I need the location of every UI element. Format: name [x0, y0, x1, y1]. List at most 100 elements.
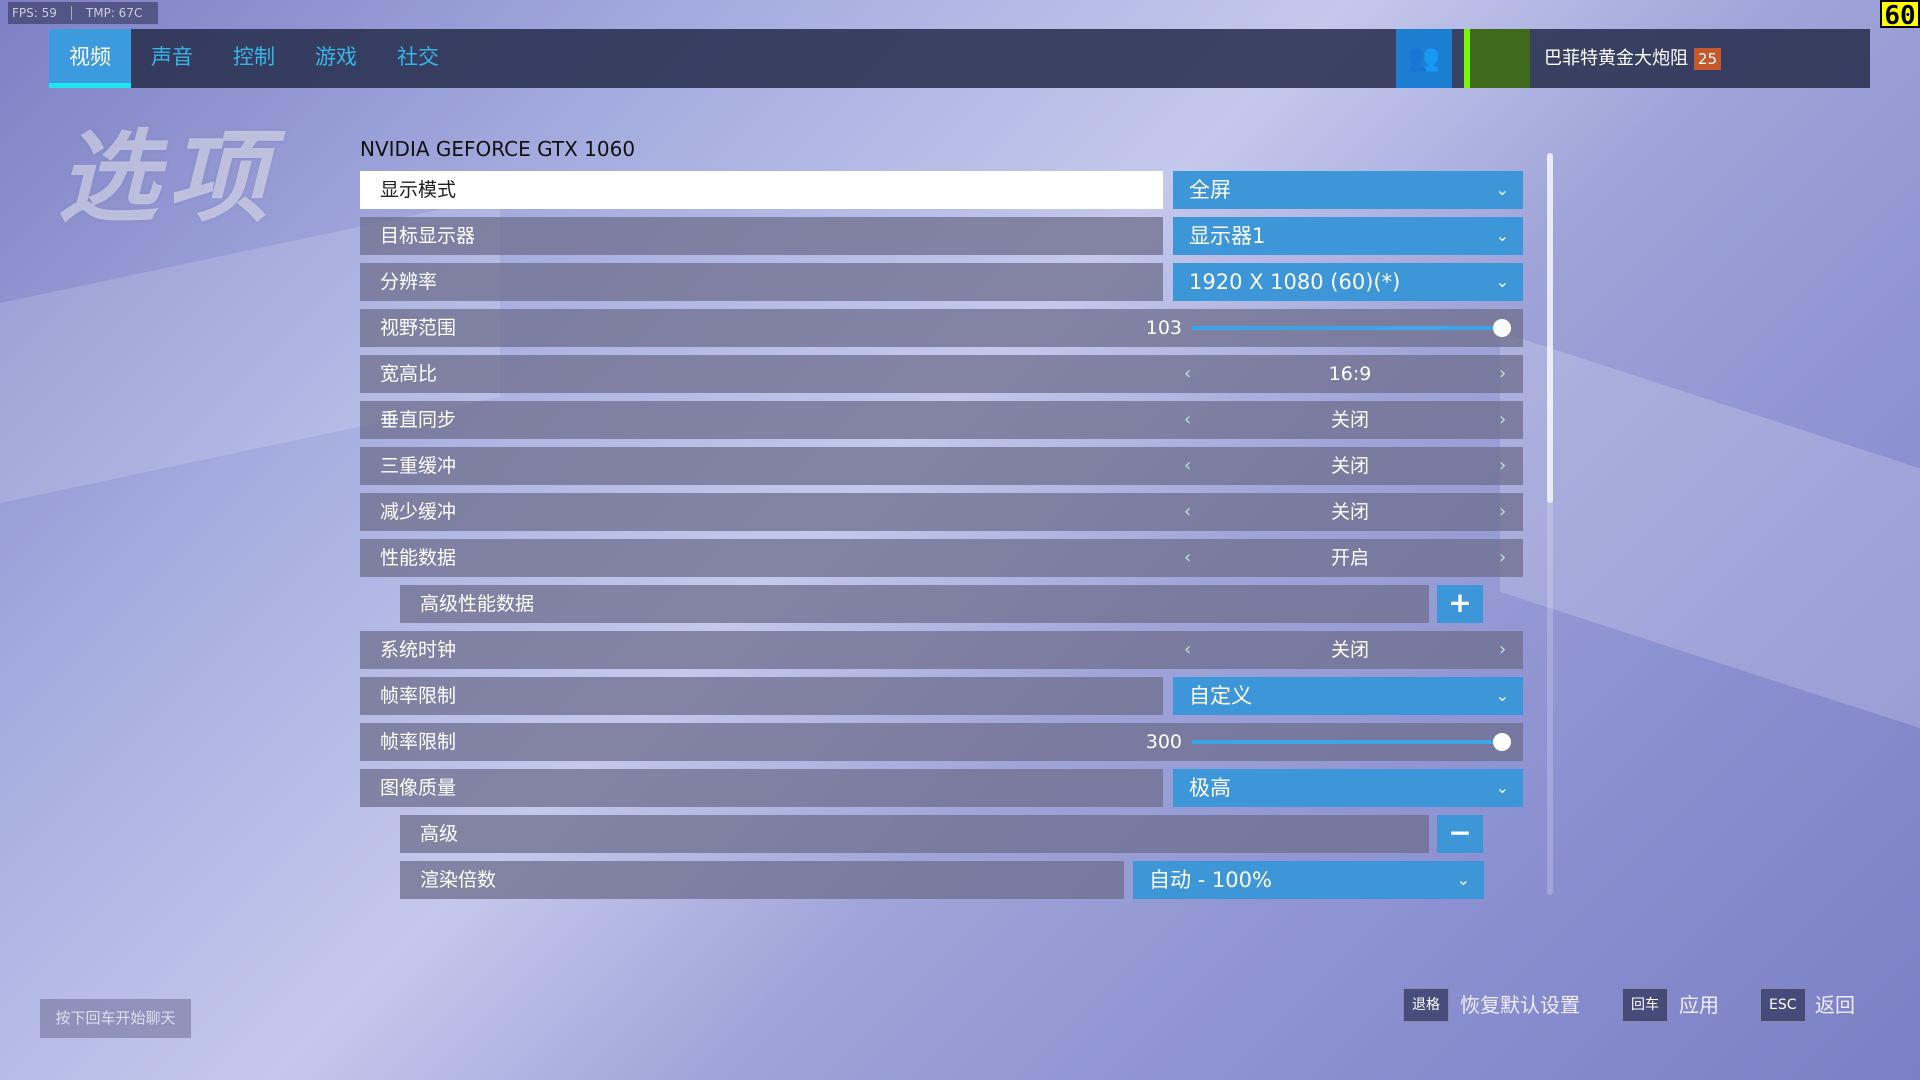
setting-dropdown[interactable]: 1920 X 1080 (60)(*) ⌄ [1173, 263, 1523, 301]
scrollbar-thumb[interactable] [1547, 153, 1553, 503]
fps-readout: FPS: 59 [12, 6, 57, 20]
setting-dropdown[interactable]: 自定义 ⌄ [1173, 677, 1523, 715]
setting-row[interactable]: 分辨率 1920 X 1080 (60)(*) ⌄ [360, 263, 1523, 301]
chevron-right-icon[interactable]: › [1499, 455, 1507, 476]
dropdown-value: 极高 [1189, 776, 1231, 800]
setting-row[interactable]: 垂直同步 ‹ 关闭 › [360, 401, 1523, 439]
toggle-value: 关闭 [1330, 639, 1369, 661]
setting-label: 高级性能数据 [400, 585, 1429, 623]
setting-dropdown[interactable]: 极高 ⌄ [1173, 769, 1523, 807]
slider-track[interactable] [1192, 740, 1502, 744]
tab-2[interactable]: 控制 [233, 45, 275, 69]
chevron-right-icon[interactable]: › [1499, 547, 1507, 568]
player-name: 巴菲特黄金大炮阻 [1544, 48, 1688, 69]
chevron-right-icon[interactable]: › [1499, 639, 1507, 660]
setting-label: 目标显示器 [360, 217, 1163, 255]
chevron-right-icon[interactable]: › [1499, 363, 1507, 384]
chevron-right-icon[interactable]: › [1499, 501, 1507, 522]
setting-row[interactable]: 三重缓冲 ‹ 关闭 › [360, 447, 1523, 485]
page-title: 选项 [58, 119, 278, 236]
level-badge: 25 [1694, 48, 1722, 70]
tab-1[interactable]: 声音 [151, 45, 193, 69]
toggle-value: 16:9 [1328, 363, 1372, 385]
chat-hint[interactable]: 按下回车开始聊天 [40, 999, 191, 1038]
toggle-value: 关闭 [1330, 455, 1369, 477]
chevron-down-icon: ⌄ [1495, 226, 1509, 245]
expand-plus-icon[interactable]: + [1437, 585, 1483, 623]
setting-dropdown[interactable]: 全屏 ⌄ [1173, 171, 1523, 209]
group-add-icon: 👥 [1407, 43, 1441, 73]
chevron-right-icon[interactable]: › [1499, 409, 1507, 430]
restore-defaults-button[interactable]: 恢复默认设置 [1460, 993, 1580, 1017]
setting-dropdown[interactable]: 显示器1 ⌄ [1173, 217, 1523, 255]
setting-label: 图像质量 [360, 769, 1163, 807]
dropdown-value: 显示器1 [1189, 224, 1266, 248]
setting-label: 宽高比 [360, 355, 1523, 393]
dropdown-value: 1920 X 1080 (60)(*) [1189, 270, 1401, 294]
apply-button[interactable]: 应用 [1679, 993, 1719, 1017]
social-button[interactable]: 👥 [1396, 29, 1452, 88]
setting-label: 高级 [400, 815, 1429, 853]
setting-label: 渲染倍数 [400, 861, 1124, 899]
setting-row[interactable]: 帧率限制 自定义 ⌄ [360, 677, 1523, 715]
scrollbar-track[interactable] [1547, 153, 1553, 895]
chevron-down-icon: ⌄ [1495, 778, 1509, 797]
slider-value: 300 [1145, 731, 1182, 753]
avatar[interactable] [1464, 29, 1530, 88]
chevron-left-icon[interactable]: ‹ [1184, 639, 1192, 660]
chevron-left-icon[interactable]: ‹ [1184, 547, 1192, 568]
toggle-value: 关闭 [1330, 409, 1369, 431]
setting-row[interactable]: 视野范围 103 [360, 309, 1523, 347]
tab-3[interactable]: 游戏 [315, 45, 357, 69]
setting-label: 帧率限制 [360, 677, 1163, 715]
setting-label: 垂直同步 [360, 401, 1523, 439]
slider-value: 103 [1145, 317, 1182, 339]
toggle-value: 关闭 [1330, 501, 1369, 523]
setting-row[interactable]: 渲染倍数 自动 - 100% ⌄ [400, 861, 1523, 899]
setting-dropdown[interactable]: 自动 - 100% ⌄ [1133, 861, 1484, 899]
slider-track[interactable] [1192, 326, 1502, 330]
player-name-area[interactable]: 巴菲特黄金大炮阻 25 [1544, 29, 1722, 88]
back-button[interactable]: 返回 [1815, 993, 1855, 1017]
setting-label: 性能数据 [360, 539, 1523, 577]
setting-row[interactable]: 目标显示器 显示器1 ⌄ [360, 217, 1523, 255]
chevron-left-icon[interactable]: ‹ [1184, 455, 1192, 476]
setting-label: 三重缓冲 [360, 447, 1523, 485]
setting-label: 系统时钟 [360, 631, 1523, 669]
tab-4[interactable]: 社交 [397, 45, 439, 69]
setting-row[interactable]: 系统时钟 ‹ 关闭 › [360, 631, 1523, 669]
setting-row[interactable]: 高级性能数据 + [400, 585, 1523, 623]
slider-knob[interactable] [1493, 319, 1511, 337]
chevron-left-icon[interactable]: ‹ [1184, 409, 1192, 430]
gpu-name: NVIDIA GEFORCE GTX 1060 [360, 137, 636, 161]
setting-row[interactable]: 性能数据 ‹ 开启 › [360, 539, 1523, 577]
key-enter[interactable]: 回车 [1622, 988, 1668, 1022]
key-backspace[interactable]: 退格 [1403, 988, 1449, 1022]
tab-0[interactable]: 视频 [49, 29, 131, 88]
setting-row[interactable]: 高级 − [400, 815, 1523, 853]
slider-knob[interactable] [1493, 733, 1511, 751]
setting-label: 显示模式 [360, 171, 1163, 209]
setting-label: 分辨率 [360, 263, 1163, 301]
chevron-left-icon[interactable]: ‹ [1184, 363, 1192, 384]
toggle-value: 开启 [1330, 547, 1369, 569]
dropdown-value: 自动 - 100% [1149, 868, 1272, 892]
dropdown-value: 全屏 [1189, 178, 1231, 202]
setting-row[interactable]: 显示模式 全屏 ⌄ [360, 171, 1523, 209]
chevron-down-icon: ⌄ [1495, 272, 1509, 291]
chevron-down-icon: ⌄ [1495, 180, 1509, 199]
top-nav [49, 29, 1870, 88]
setting-row[interactable]: 图像质量 极高 ⌄ [360, 769, 1523, 807]
setting-label: 减少缓冲 [360, 493, 1523, 531]
chevron-left-icon[interactable]: ‹ [1184, 501, 1192, 522]
dropdown-value: 自定义 [1189, 684, 1252, 708]
fps-counter: 60 [1880, 0, 1920, 30]
key-esc[interactable]: ESC [1760, 988, 1806, 1022]
collapse-minus-icon[interactable]: − [1437, 815, 1483, 853]
setting-row[interactable]: 帧率限制 300 [360, 723, 1523, 761]
setting-row[interactable]: 宽高比 ‹ 16:9 › [360, 355, 1523, 393]
chevron-down-icon: ⌄ [1495, 686, 1509, 705]
chevron-down-icon: ⌄ [1456, 870, 1470, 889]
divider [70, 6, 72, 20]
setting-row[interactable]: 减少缓冲 ‹ 关闭 › [360, 493, 1523, 531]
